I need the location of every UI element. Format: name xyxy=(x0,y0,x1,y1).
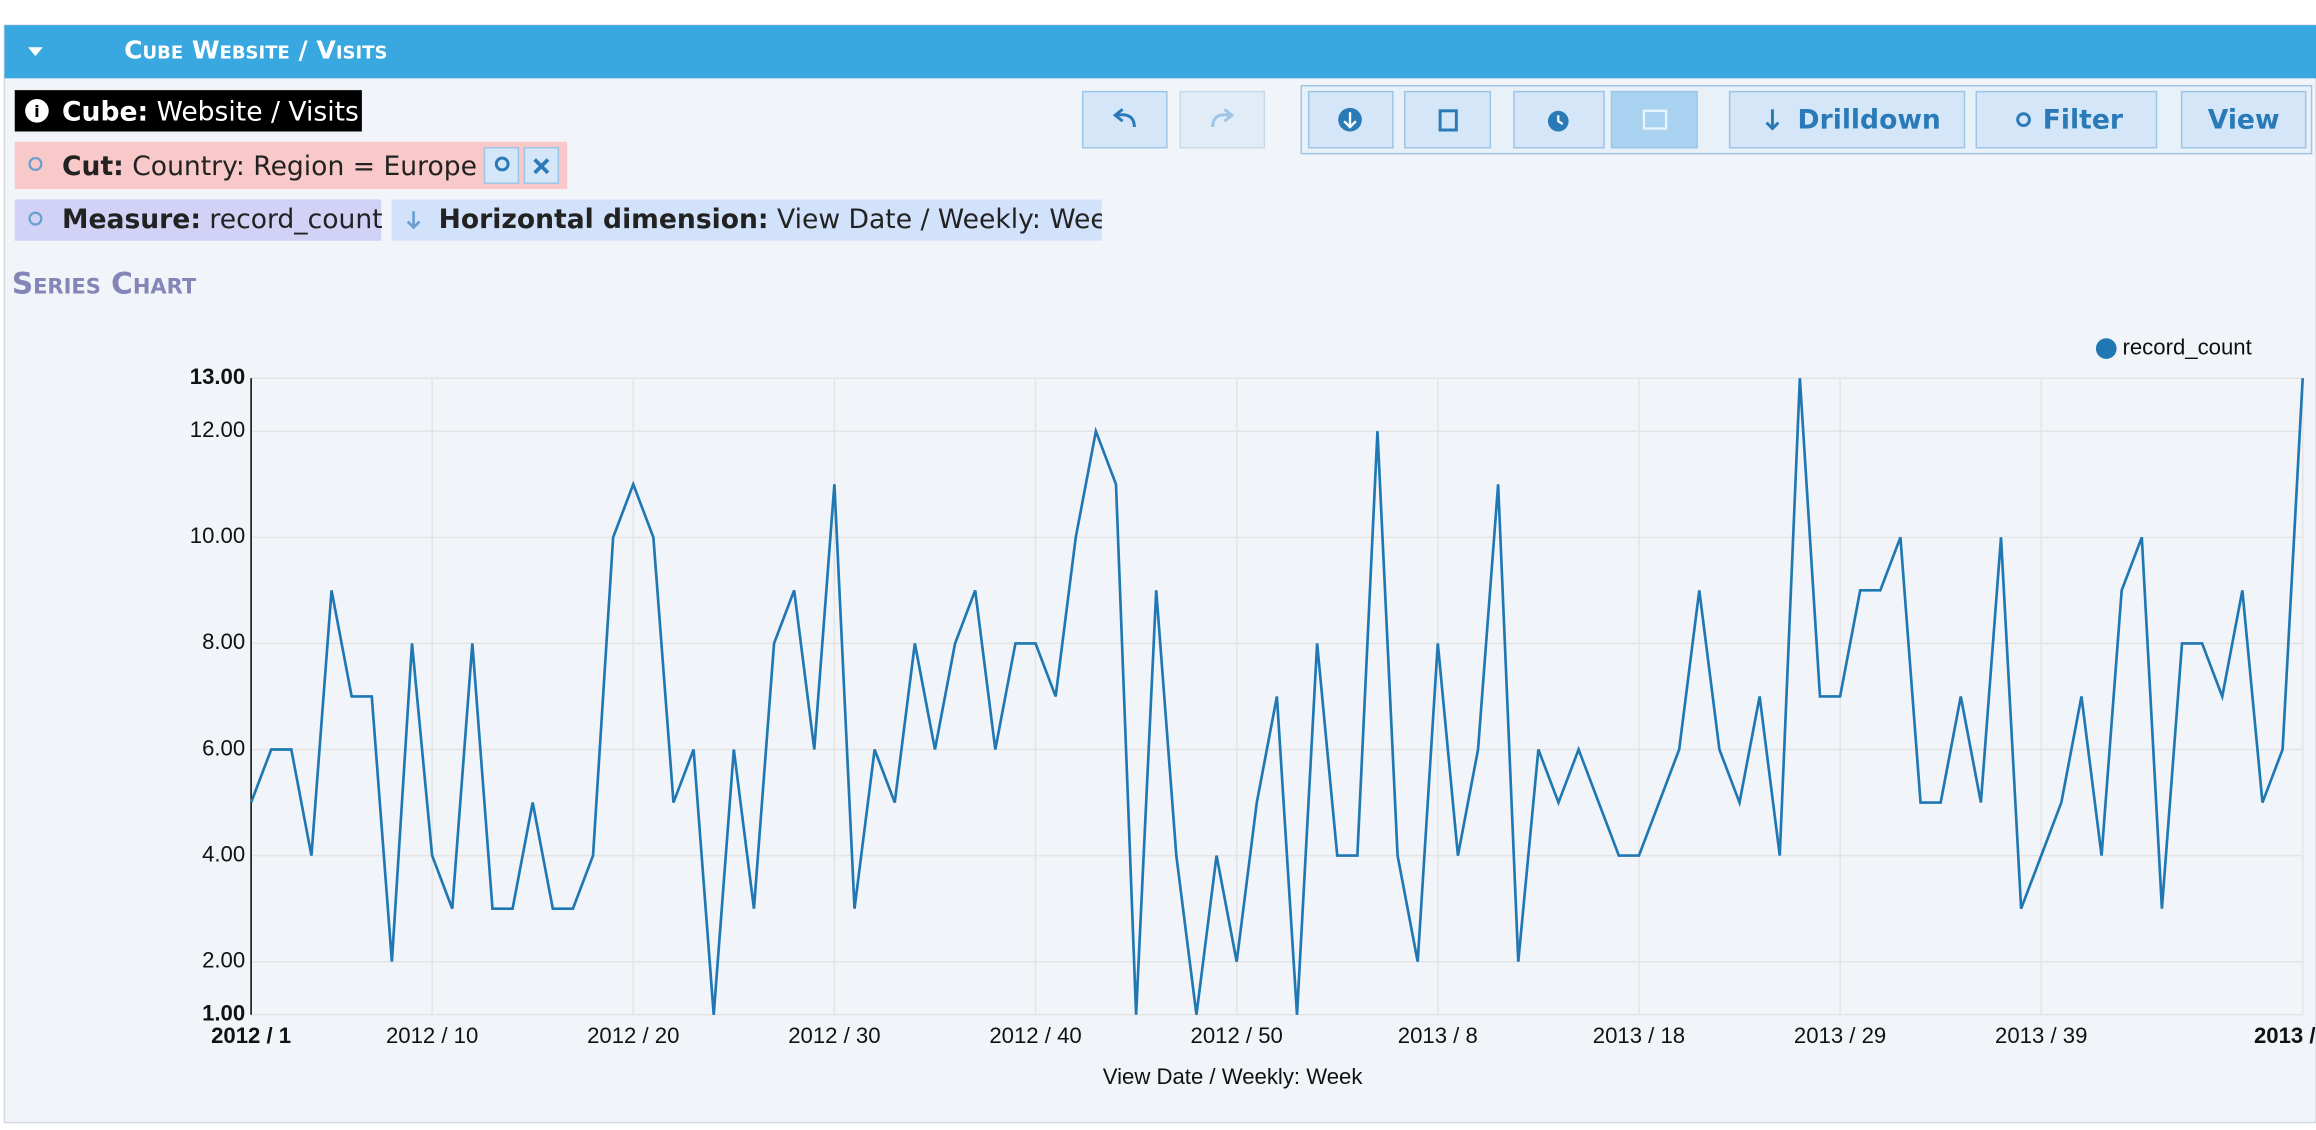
header-title: Cube Website / Visits xyxy=(124,36,387,65)
cut-icon xyxy=(28,156,43,171)
measure-icon xyxy=(28,211,43,226)
y-tick-label: 2.00 xyxy=(202,948,245,973)
x-tick-label: 2012 / 20 xyxy=(587,1023,679,1048)
image-icon xyxy=(1642,109,1668,130)
measure-box xyxy=(14,199,382,241)
redo-icon xyxy=(1211,108,1235,128)
clock-hands xyxy=(1557,115,1564,126)
x-tick-label: 2012 / 10 xyxy=(386,1023,478,1048)
section-title: Series Chart xyxy=(12,267,197,301)
x-tick-label: 2012 / 40 xyxy=(989,1023,1081,1048)
x-tick-label: 2013 / xyxy=(2254,1023,2316,1048)
dimension-box: Horizontal dimension: View Date / Weekly… xyxy=(391,199,1107,241)
filter-icon xyxy=(2016,112,2031,128)
measure-label: Measure: xyxy=(62,204,201,235)
x-tick-label: 2012 / 1 xyxy=(211,1023,291,1048)
y-tick-label: 1.00 xyxy=(202,1001,245,1026)
y-tick-label: 6.00 xyxy=(202,735,245,760)
y-tick-label: 8.00 xyxy=(202,629,245,654)
cut-invert-button[interactable] xyxy=(483,146,520,184)
chart-view-button[interactable] xyxy=(1610,90,1698,149)
filter-button[interactable] xyxy=(1975,90,2158,149)
drilldown-button[interactable] xyxy=(1728,90,1966,149)
collapse-toggle[interactable] xyxy=(28,47,43,57)
undo-icon xyxy=(1112,108,1136,128)
info-icon-glyph: i xyxy=(34,102,40,121)
cube-value: Website / Visits xyxy=(157,96,359,127)
undo-button[interactable] xyxy=(1081,90,1168,149)
info-icon xyxy=(25,98,49,123)
view-button[interactable] xyxy=(2180,90,2307,149)
dimension-icon xyxy=(406,211,421,230)
x-axis-label: View Date / Weekly: Week xyxy=(1103,1064,1364,1089)
redo-button[interactable] xyxy=(1179,90,1266,149)
cut-remove-icon xyxy=(533,158,550,175)
x-tick-label: 2013 / 8 xyxy=(1398,1023,1478,1048)
y-tick-label: 13.00 xyxy=(190,364,245,389)
x-tick-label: 2013 / 18 xyxy=(1593,1023,1685,1048)
cut-invert-icon xyxy=(494,156,510,172)
measure-value: record_count xyxy=(209,204,382,235)
cube-label: Cube: xyxy=(62,96,148,127)
cut-text: Cut: Country: Region = Europe xyxy=(62,150,477,181)
panel xyxy=(3,24,2316,1124)
cube-info xyxy=(14,90,362,132)
dimension-label: Horizontal dimension: xyxy=(439,204,769,235)
legend-label: record_count xyxy=(2123,334,2252,359)
legend-swatch xyxy=(2095,338,2117,359)
cut-value: Country: Region = Europe xyxy=(132,150,477,181)
filter-label: Filter xyxy=(2043,105,2124,136)
x-tick-label: 2013 / 39 xyxy=(1995,1023,2087,1048)
cut-box xyxy=(14,141,568,190)
y-tick-label: 4.00 xyxy=(202,841,245,866)
dimension-bg xyxy=(391,199,1102,241)
header-bar xyxy=(4,25,2316,79)
dimension-text: Horizontal dimension: View Date / Weekly… xyxy=(439,204,1107,235)
view-label: View xyxy=(2208,105,2280,136)
cube-text: Cube: Website / Visits xyxy=(62,96,359,127)
export-arrow xyxy=(1343,112,1357,129)
cut-label: Cut: xyxy=(62,150,124,181)
series-line xyxy=(249,378,2305,1015)
chart: 1.00 2.00 4.00 6.00 8.00 10.00 12.00 13.00 2012 … xyxy=(190,334,2316,1089)
clipboard-button[interactable] xyxy=(1403,90,1492,149)
x-tick-label: 2012 / 30 xyxy=(788,1023,880,1048)
drilldown-icon xyxy=(1765,109,1780,131)
x-tick-label: 2013 / 29 xyxy=(1794,1023,1886,1048)
y-tick-label: 10.00 xyxy=(190,523,245,548)
x-tick-label: 2012 / 50 xyxy=(1191,1023,1283,1048)
clipboard-icon xyxy=(1438,109,1458,132)
measure-text: Measure: record_count xyxy=(62,204,383,235)
dimension-value: View Date / Weekly: Wee xyxy=(777,204,1107,235)
y-tick-label: 12.00 xyxy=(190,417,245,442)
drilldown-label: Drilldown xyxy=(1798,105,1941,136)
